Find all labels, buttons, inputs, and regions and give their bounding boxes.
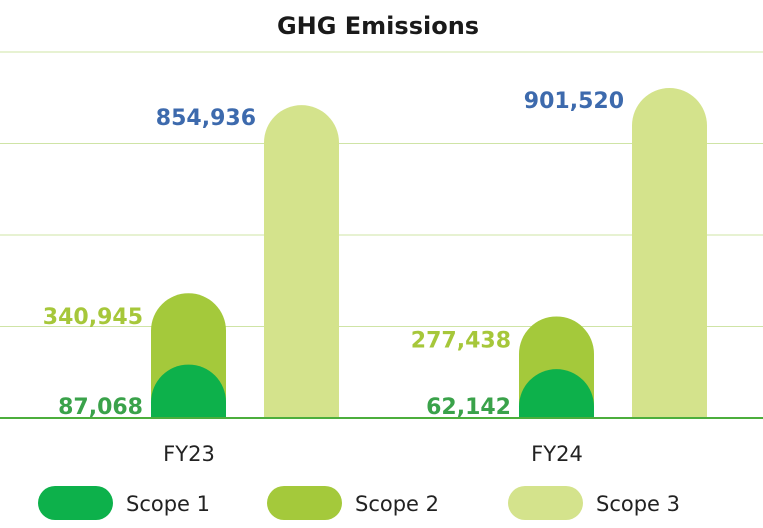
data-label-scope-2-fy23: 340,945 (43, 305, 143, 330)
data-label-scope-2-fy24: 277,438 (411, 328, 511, 353)
category-label-fy23: FY23 (163, 442, 215, 466)
data-label-scope-1-fy24: 62,142 (426, 395, 511, 420)
legend: Scope 1 Scope 2 Scope 3 (38, 486, 680, 520)
data-label-scope-3-fy24: 901,520 (524, 89, 624, 114)
data-label-scope-1-fy23: 87,068 (58, 395, 143, 420)
bar-scope-1-fy23 (151, 364, 226, 418)
legend-swatch-scope-2 (267, 486, 342, 520)
data-label-scope-3-fy23: 854,936 (156, 106, 256, 131)
bar-scope-3-fy24 (632, 88, 707, 419)
bar-scope-3-fy23 (264, 105, 339, 418)
bar-scope-1-fy24 (519, 369, 594, 418)
legend-label-scope-1: Scope 1 (126, 492, 210, 516)
category-label-fy24: FY24 (531, 442, 583, 466)
legend-label-scope-2: Scope 2 (355, 492, 439, 516)
legend-swatch-scope-3 (508, 486, 583, 520)
chart-title: GHG Emissions (277, 12, 479, 40)
data-labels: 87,068 340,945 854,936 62,142 277,438 901,520 (43, 89, 624, 420)
legend-label-scope-3: Scope 3 (596, 492, 680, 516)
legend-swatch-scope-1 (38, 486, 113, 520)
bars (151, 88, 707, 419)
